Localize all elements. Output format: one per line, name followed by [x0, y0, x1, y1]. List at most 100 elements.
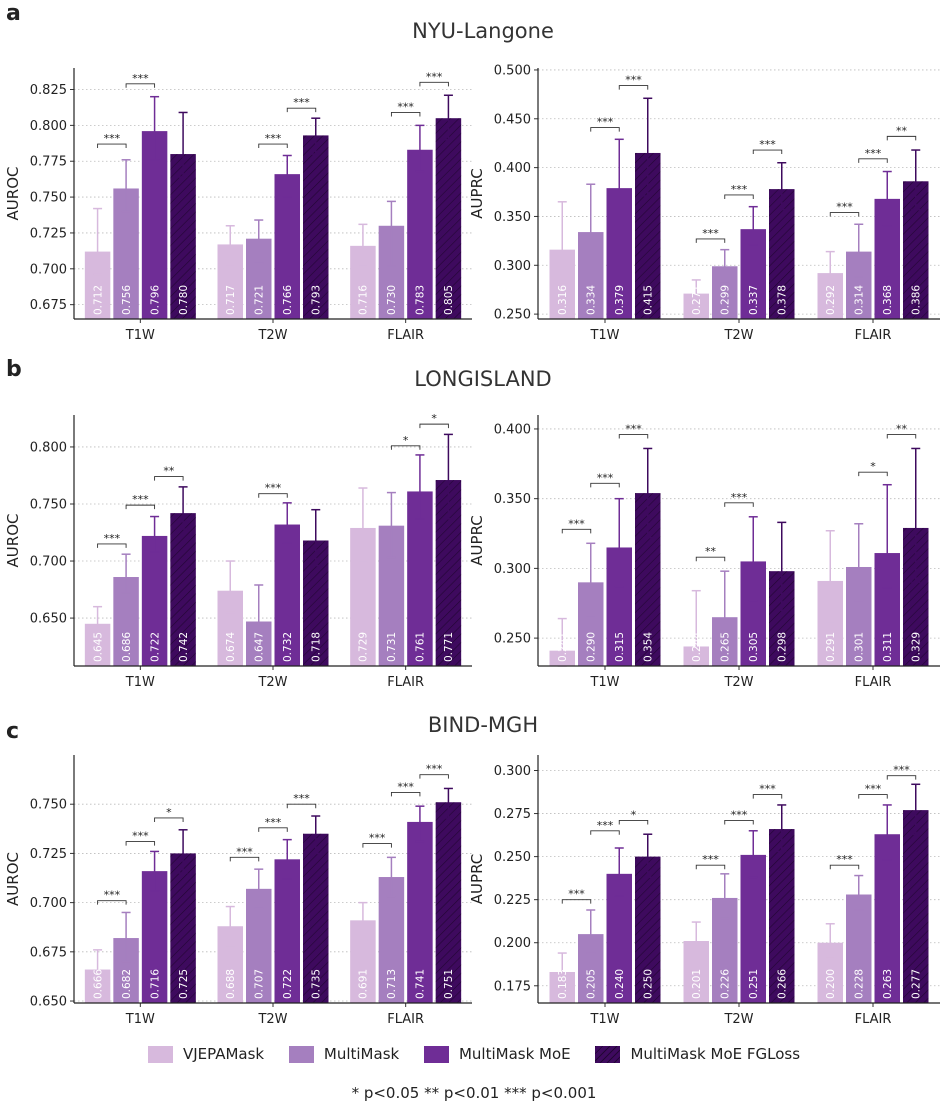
significance-bracket: [286, 107, 317, 113]
significance-marker: ***: [369, 832, 386, 845]
bar-value-label: 0.183: [557, 969, 569, 999]
significance-marker: ***: [104, 132, 121, 145]
bar: [874, 834, 900, 1003]
legend: VJEPAMask MultiMask MultiMask MoE MultiM…: [0, 1045, 948, 1067]
significance-marker: ***: [132, 72, 149, 85]
bar: [407, 149, 433, 319]
significance-marker: ***: [597, 819, 614, 832]
bar: [274, 174, 300, 319]
bar-value-label: 0.228: [854, 969, 866, 999]
bar-value-label: 0.731: [386, 632, 398, 662]
significance-bracket: [154, 476, 184, 481]
significance-bracket: [419, 81, 449, 87]
significance-bracket: [258, 493, 288, 498]
bar-value-label: 0.299: [720, 285, 732, 315]
significance-marker: *: [431, 412, 437, 425]
significance-marker: ***: [865, 147, 882, 160]
x-tick-label: T1W: [125, 675, 155, 690]
panel-letter: c: [6, 719, 19, 744]
y-tick-label: 0.250: [494, 308, 531, 323]
bar-value-label: 0.266: [777, 969, 789, 999]
x-tick-label: T1W: [589, 328, 619, 343]
bar-value-label: 0.241: [557, 632, 569, 662]
significance-marker: ***: [568, 888, 585, 901]
significance-bracket: [362, 843, 392, 848]
x-tick-label: T1W: [125, 1012, 155, 1027]
bar-hatch: [769, 829, 795, 1003]
bar-value-label: 0.354: [643, 632, 655, 662]
bar-value-label: 0.756: [121, 285, 133, 315]
chart-panel-4: 0.250 0.300 0.350 0.400 AUPRC 0.241 0.290 0.315…: [468, 415, 940, 690]
y-tick-label: 0.300: [494, 562, 531, 577]
bar-value-label: 0.205: [586, 969, 598, 999]
significance-bracket: [286, 803, 317, 809]
significance-marker: ***: [597, 116, 614, 129]
significance-bracket: [590, 127, 620, 132]
significance-bracket: [125, 83, 156, 88]
bar-value-label: 0.368: [882, 285, 894, 315]
y-tick-label: 0.200: [494, 936, 531, 951]
y-tick-label: 0.700: [30, 262, 67, 277]
bar: [740, 854, 766, 1003]
bar-value-label: 0.729: [358, 632, 370, 662]
bar-value-label: 0.277: [911, 969, 923, 999]
bar: [274, 859, 300, 1003]
y-axis-label: AUROC: [4, 167, 22, 221]
bar-value-label: 0.666: [92, 969, 104, 999]
legend-item-multimask: MultiMask: [288, 1045, 399, 1063]
significance-bracket: [886, 775, 917, 780]
dataset-title: NYU-Langone: [412, 19, 554, 43]
legend-label: VJEPAMask: [182, 1045, 265, 1063]
bar-value-label: 0.751: [443, 969, 455, 999]
significance-bracket: [561, 528, 592, 534]
significance-marker: ***: [265, 482, 282, 495]
bar-value-label: 0.725: [178, 969, 190, 999]
bar-value-label: 0.741: [415, 969, 427, 999]
bar-value-label: 0.251: [748, 969, 760, 999]
significance-bracket: [752, 149, 783, 155]
y-axis-label: AUPRC: [468, 854, 486, 904]
significance-bracket: [858, 794, 888, 799]
bar-value-label: 0.707: [254, 969, 266, 999]
y-tick-label: 0.225: [494, 893, 531, 908]
y-tick-label: 0.650: [30, 612, 67, 627]
bar-hatch: [903, 810, 929, 1003]
y-tick-label: 0.175: [494, 979, 531, 994]
significance-marker: ***: [836, 201, 853, 214]
bar-hatch: [170, 513, 196, 666]
legend-swatch: [288, 1045, 314, 1063]
significance-marker: ***: [132, 493, 149, 506]
bar-value-label: 0.783: [415, 285, 427, 315]
bar-value-label: 0.329: [911, 632, 923, 662]
significance-marker: ***: [236, 845, 253, 858]
significance-marker: ***: [731, 183, 748, 196]
bar: [378, 877, 405, 1003]
y-tick-label: 0.700: [30, 555, 67, 570]
bar-value-label: 0.265: [720, 632, 732, 662]
bar-value-label: 0.645: [92, 632, 104, 662]
significance-bracket: [858, 471, 888, 477]
bar-hatch: [303, 135, 329, 319]
y-tick-label: 0.350: [494, 210, 531, 225]
significance-marker: ***: [865, 783, 882, 796]
bar-value-label: 0.250: [643, 969, 655, 999]
bar-value-label: 0.337: [748, 285, 760, 315]
bar-value-label: 0.722: [282, 969, 294, 999]
bar-value-label: 0.379: [614, 285, 626, 315]
bar-value-label: 0.674: [225, 632, 237, 662]
y-tick-label: 0.250: [494, 850, 531, 865]
y-tick-label: 0.675: [30, 298, 67, 313]
significance-marker: ***: [426, 763, 443, 776]
bar-value-label: 0.691: [358, 969, 370, 999]
bar-value-label: 0.735: [311, 969, 323, 999]
y-tick-label: 0.700: [30, 896, 67, 911]
significance-marker: *: [166, 806, 172, 819]
significance-bracket: [724, 502, 754, 507]
bar-value-label: 0.315: [614, 632, 626, 662]
bar-value-label: 0.717: [225, 285, 237, 315]
bar-value-label: 0.771: [443, 632, 455, 662]
bar-hatch: [435, 802, 462, 1003]
bar-value-label: 0.780: [178, 285, 190, 315]
significance-bracket: [258, 827, 288, 832]
significance-marker: ***: [893, 764, 910, 777]
